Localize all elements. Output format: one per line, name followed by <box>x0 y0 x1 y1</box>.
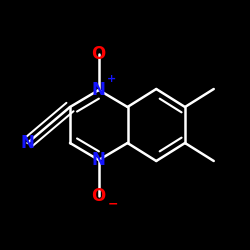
Text: N: N <box>92 81 106 99</box>
Text: +: + <box>107 74 117 85</box>
Text: O: O <box>92 45 106 63</box>
Text: O: O <box>92 187 106 205</box>
Text: N: N <box>92 151 106 169</box>
Text: −: − <box>108 197 118 210</box>
Text: N: N <box>20 134 34 152</box>
